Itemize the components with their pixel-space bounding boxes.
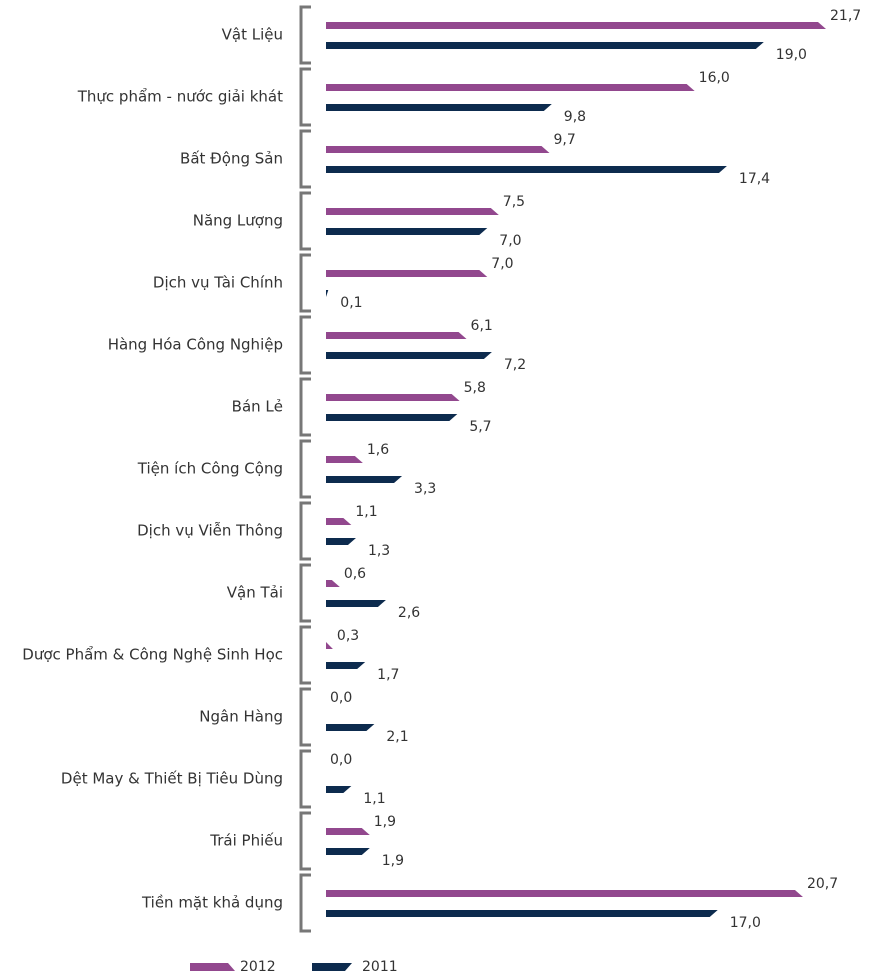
bar [326,786,352,793]
category-label: Hàng Hóa Công Nghiệp [108,336,283,354]
category-label: Bán Lẻ [232,398,283,416]
bar [326,394,460,401]
value-label: 1,3 [368,543,390,559]
category-label: Dệt May & Thiết Bị Tiêu Dùng [61,770,283,788]
value-label: 20,7 [807,876,838,892]
value-label: 9,8 [564,109,586,125]
value-label: 7,0 [499,233,521,249]
bar [326,518,352,525]
bracket [299,67,311,127]
bar [326,22,826,29]
bracket [299,377,311,437]
bar [326,724,375,731]
category-label: Dịch vụ Viễn Thông [137,522,283,540]
bar [326,642,333,649]
bar [326,538,356,545]
value-label: 5,7 [469,419,491,435]
bracket [299,315,311,375]
legend-swatch [190,963,235,971]
bar [326,352,492,359]
bar [326,84,695,91]
bar [326,600,386,607]
value-label: 0,6 [344,566,366,582]
bar [326,228,488,235]
value-label: 1,1 [363,791,385,807]
bar [326,166,727,173]
bar [326,848,370,855]
bar [326,580,340,587]
bracket [299,253,311,313]
bar [326,146,550,153]
category-label: Vật Liệu [222,26,283,44]
value-label: 7,0 [491,256,513,272]
bracket [299,563,311,623]
bar [326,662,366,669]
bar [326,476,403,483]
value-label: 7,2 [504,357,526,373]
value-label: 3,3 [414,481,436,497]
value-label: 9,7 [554,132,576,148]
value-label: 7,5 [503,194,525,210]
bar [326,290,329,297]
value-label: 2,6 [398,605,420,621]
value-label: 21,7 [830,8,861,24]
bar [326,456,363,463]
value-label: 1,9 [374,814,396,830]
category-label: Trái Phiếu [209,832,283,850]
category-label: Thực phẩm - nước giải khát [77,88,283,106]
bracket [299,501,311,561]
value-label: 16,0 [699,70,730,86]
bracket [299,811,311,871]
value-label: 17,0 [730,915,761,931]
legend-label: 2011 [362,959,398,975]
bar [326,332,467,339]
value-label: 1,1 [355,504,377,520]
bracket [299,873,311,933]
bracket [299,439,311,499]
value-label: 2,1 [386,729,408,745]
value-label: 0,0 [330,690,352,706]
bar [326,414,458,421]
legend-label: 2012 [240,959,276,975]
value-label: 0,3 [337,628,359,644]
category-label: Ngân Hàng [199,708,283,726]
value-label: 1,7 [377,667,399,683]
category-label: Bất Động Sản [180,150,283,168]
bar [326,270,488,277]
bracket [299,625,311,685]
bar [326,104,552,111]
value-label: 5,8 [464,380,486,396]
value-label: 1,6 [367,442,389,458]
value-label: 0,1 [340,295,362,311]
bar [326,910,718,917]
bracket [299,687,311,747]
bracket [299,191,311,251]
value-label: 6,1 [471,318,493,334]
value-label: 0,0 [330,752,352,768]
bar [326,42,764,49]
category-label: Tiền mặt khả dụng [141,894,283,912]
category-label: Vận Tải [227,584,283,602]
legend-swatch [312,963,352,971]
category-label: Dược Phẩm & Công Nghệ Sinh Học [22,646,283,664]
value-label: 17,4 [739,171,770,187]
bracket [299,5,311,65]
bar [326,208,499,215]
value-label: 19,0 [776,47,807,63]
bar [326,890,803,897]
bar [326,828,370,835]
bracket [299,129,311,189]
category-label: Tiện ích Công Cộng [137,460,283,478]
bracket [299,749,311,809]
category-label: Dịch vụ Tài Chính [153,274,283,292]
category-label: Năng Lượng [193,212,283,230]
value-label: 1,9 [382,853,404,869]
